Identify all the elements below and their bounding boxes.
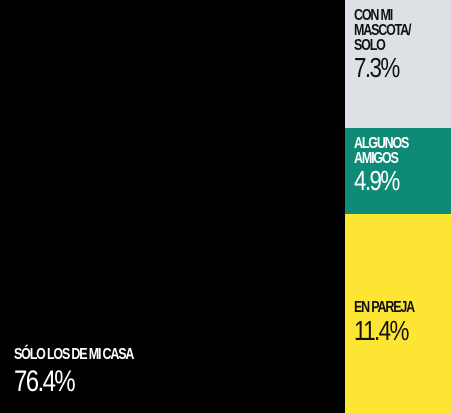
tile-algunos-amigos: ALGUNOS AMIGOS 4.9% — [345, 128, 451, 214]
tile-value-en-pareja: 11.4% — [354, 315, 409, 346]
tile-value-con-mi-mascota-solo: 7.3% — [354, 52, 400, 83]
tile-con-mi-mascota-solo: CON MI MASCOTA/ SOLO 7.3% — [345, 0, 451, 128]
tile-label-algunos-amigos: ALGUNOS AMIGOS — [354, 135, 409, 167]
tile-value-algunos-amigos: 4.9% — [354, 165, 400, 196]
tile-value-solo-los-de-mi-casa: 76.4% — [14, 365, 76, 398]
tile-solo-los-de-mi-casa: SÓLO LOS DE MI CASA 76.4% — [0, 0, 345, 413]
tile-label-solo-los-de-mi-casa: SÓLO LOS DE MI CASA — [14, 346, 134, 363]
tile-label-con-mi-mascota-solo: CON MI MASCOTA/ SOLO — [354, 7, 411, 54]
tile-label-en-pareja: EN PAREJA — [354, 299, 415, 316]
tile-en-pareja: EN PAREJA 11.4% — [345, 214, 451, 413]
